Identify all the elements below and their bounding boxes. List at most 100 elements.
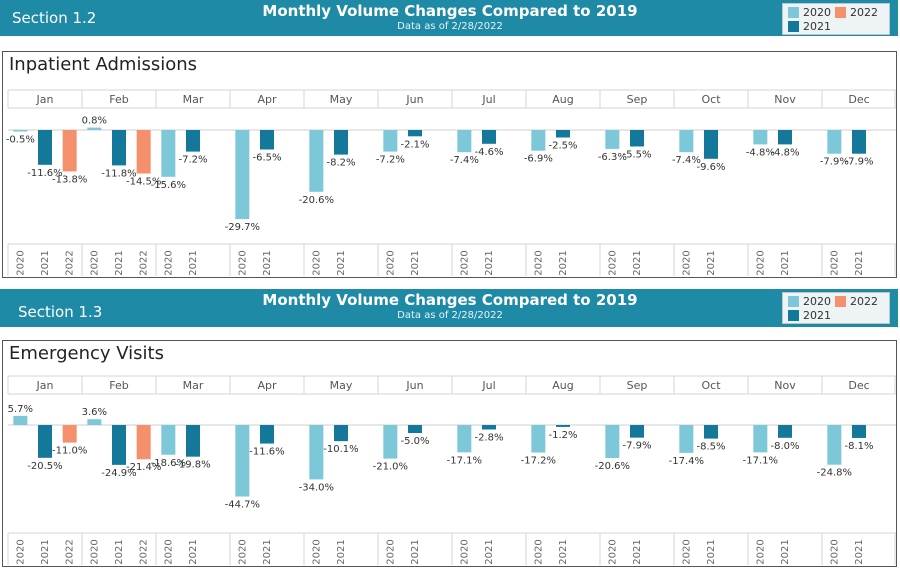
bar <box>630 130 644 147</box>
data-label: -11.0% <box>52 446 87 457</box>
year-tick-label: 2021 <box>558 539 569 564</box>
year-tick-label: 2021 <box>484 539 495 564</box>
data-label: -7.2% <box>178 155 207 166</box>
data-label: -6.3% <box>598 152 627 163</box>
year-tick-label: 2021 <box>336 250 347 275</box>
bar <box>235 425 250 497</box>
year-tick-label: 2021 <box>410 539 421 564</box>
year-tick-label: 2020 <box>311 539 322 564</box>
month-label: Aug <box>552 379 573 392</box>
bar <box>62 130 77 172</box>
bar <box>704 130 718 159</box>
data-label: -18.6% <box>151 458 186 469</box>
data-label: -2.8% <box>474 432 503 443</box>
bar <box>778 130 792 145</box>
chart-title: Emergency Visits <box>9 343 164 364</box>
year-tick-label: 2021 <box>780 539 791 564</box>
month-label: Jun <box>405 379 423 392</box>
bar <box>13 415 28 425</box>
legend: 2020 2022 2021 <box>782 3 890 35</box>
bar <box>482 425 496 430</box>
legend-item-2022[interactable]: 2022 <box>835 295 878 308</box>
month-label: Oct <box>701 379 721 392</box>
section-subtitle: Data as of 2/28/2022 <box>397 310 503 321</box>
year-tick-label: 2020 <box>533 250 544 275</box>
bar <box>309 425 324 480</box>
year-tick-label: 2020 <box>237 250 248 275</box>
year-tick-label: 2021 <box>632 250 643 275</box>
year-tick-label: 2021 <box>40 539 51 564</box>
bar <box>679 130 694 153</box>
bar <box>334 425 348 442</box>
data-label: -2.5% <box>548 141 577 152</box>
year-tick-label: 2020 <box>533 539 544 564</box>
legend-swatch <box>788 296 799 307</box>
legend-item-2022[interactable]: 2022 <box>835 6 878 19</box>
data-label: -9.6% <box>696 162 725 173</box>
bar <box>704 425 718 439</box>
legend-item-2020[interactable]: 2020 <box>788 6 831 19</box>
bar <box>556 425 570 427</box>
bar <box>852 130 866 154</box>
bar <box>136 425 151 460</box>
legend-label: 2022 <box>850 295 878 308</box>
year-tick-label: 2020 <box>311 250 322 275</box>
bar <box>38 130 52 165</box>
month-label: Apr <box>257 379 277 392</box>
legend-label: 2021 <box>803 309 831 322</box>
year-tick-label: 2020 <box>237 539 248 564</box>
legend-item-2021[interactable]: 2021 <box>788 309 831 322</box>
data-label: -5.5% <box>622 150 651 161</box>
month-label: Jul <box>481 93 495 106</box>
section-label: Section 1.3 <box>18 303 103 321</box>
bar <box>260 425 274 444</box>
bar <box>827 130 842 154</box>
month-label: May <box>330 379 353 392</box>
year-tick-label: 2021 <box>706 539 717 564</box>
legend-swatch <box>788 7 799 18</box>
data-label: -29.7% <box>225 222 260 233</box>
data-label: -44.7% <box>225 500 260 511</box>
data-label: -20.6% <box>595 461 630 472</box>
month-label: Sep <box>627 379 648 392</box>
data-label: -8.0% <box>770 441 799 452</box>
year-tick-label: 2021 <box>854 250 865 275</box>
month-label: Dec <box>848 379 869 392</box>
data-label: -7.9% <box>844 157 873 168</box>
year-tick-label: 2020 <box>681 250 692 275</box>
year-tick-label: 2020 <box>89 250 100 275</box>
month-label: Dec <box>848 93 869 106</box>
year-tick-label: 2021 <box>410 250 421 275</box>
bar <box>87 127 102 130</box>
month-label: Jan <box>36 379 54 392</box>
year-tick-label: 2020 <box>607 250 618 275</box>
legend-swatch <box>835 296 846 307</box>
bar <box>457 130 472 153</box>
bar <box>605 425 620 458</box>
year-tick-label: 2021 <box>484 250 495 275</box>
emergency-visits-chart: Jan 5.7% 2020 -20.5% 2021 -11.0% 2022 Feb 3.6% 20… <box>7 375 896 565</box>
data-label: -7.2% <box>376 155 405 166</box>
bar <box>852 425 866 438</box>
bar <box>38 425 52 458</box>
legend-item-2021[interactable]: 2021 <box>788 20 831 33</box>
data-label: -17.4% <box>669 456 704 467</box>
data-label: 0.8% <box>82 116 107 127</box>
bar <box>112 130 126 166</box>
month-label: Nov <box>774 379 796 392</box>
bar <box>186 425 200 457</box>
year-tick-label: 2021 <box>40 250 51 275</box>
year-tick-label: 2022 <box>65 250 76 275</box>
month-label: Apr <box>257 93 277 106</box>
year-tick-label: 2020 <box>385 539 396 564</box>
legend-label: 2020 <box>803 295 831 308</box>
data-label: -19.8% <box>175 460 210 471</box>
legend-item-2020[interactable]: 2020 <box>788 295 831 308</box>
bar <box>87 419 102 425</box>
data-label: -11.6% <box>249 447 284 458</box>
year-tick-label: 2020 <box>829 539 840 564</box>
month-label: Mar <box>183 93 204 106</box>
year-tick-label: 2020 <box>15 539 26 564</box>
month-label: Feb <box>109 379 128 392</box>
data-label: -24.8% <box>817 468 852 479</box>
